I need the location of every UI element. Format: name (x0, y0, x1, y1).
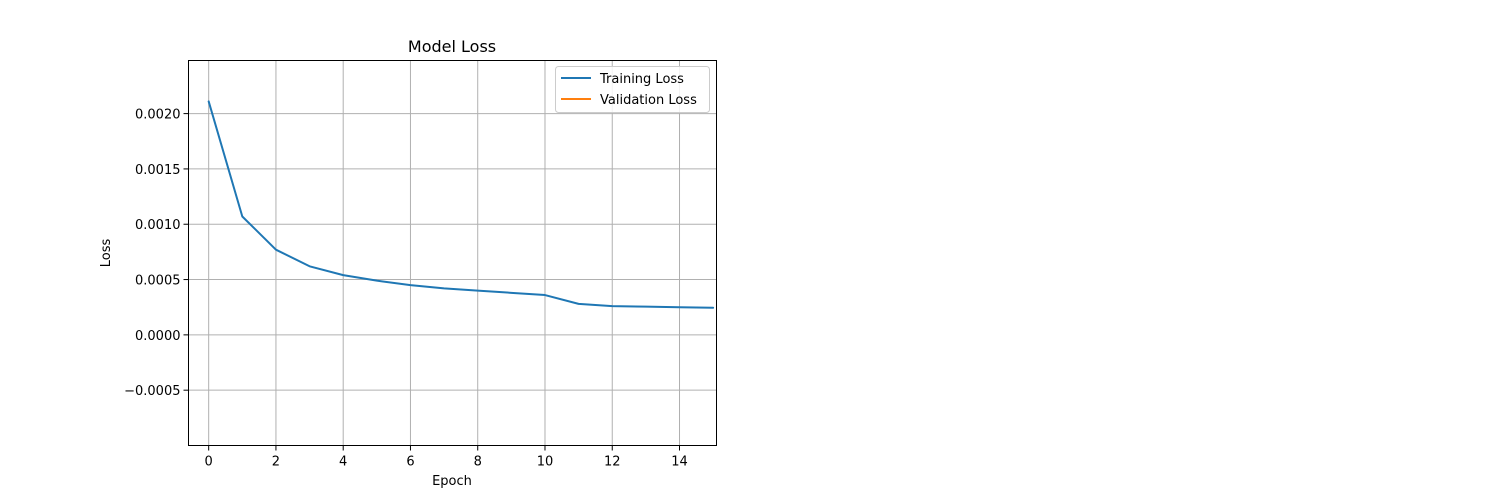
ticks-layer: 0 2 4 6 8 10 12 14 −0.0005 0.0000 0.0005 0.0010 0.00… (124, 108, 688, 470)
legend-label-training-loss: Training Loss (599, 72, 684, 87)
x-tick-label: 10 (537, 455, 554, 470)
x-tick-label: 0 (205, 455, 213, 470)
y-tick-label: 0.0020 (135, 108, 181, 123)
y-tick-label: −0.0005 (124, 384, 180, 399)
y-tick-label: 0.0000 (135, 329, 181, 344)
y-tick-label: 0.0010 (135, 218, 181, 233)
x-tick-label: 8 (474, 455, 482, 470)
legend: Training Loss Validation Loss (555, 66, 710, 113)
plot-frame (188, 60, 717, 446)
x-tick-label: 2 (272, 455, 280, 470)
y-tick-label: 0.0015 (135, 163, 181, 178)
x-tick-label: 12 (604, 455, 621, 470)
series-layer (207, 100, 715, 309)
grid-layer (188, 60, 717, 446)
legend-box (555, 66, 710, 113)
legend-label-validation-loss: Validation Loss (600, 93, 697, 108)
y-axis-label: Loss (99, 239, 114, 268)
y-tick-label: 0.0005 (135, 274, 181, 289)
x-tick-label: 6 (406, 455, 414, 470)
x-tick-label: 4 (339, 455, 347, 470)
chart-title: Model Loss (408, 37, 496, 56)
x-axis-label: Epoch (432, 474, 472, 489)
x-tick-label: 14 (671, 455, 688, 470)
series-line-training-loss (207, 100, 715, 309)
